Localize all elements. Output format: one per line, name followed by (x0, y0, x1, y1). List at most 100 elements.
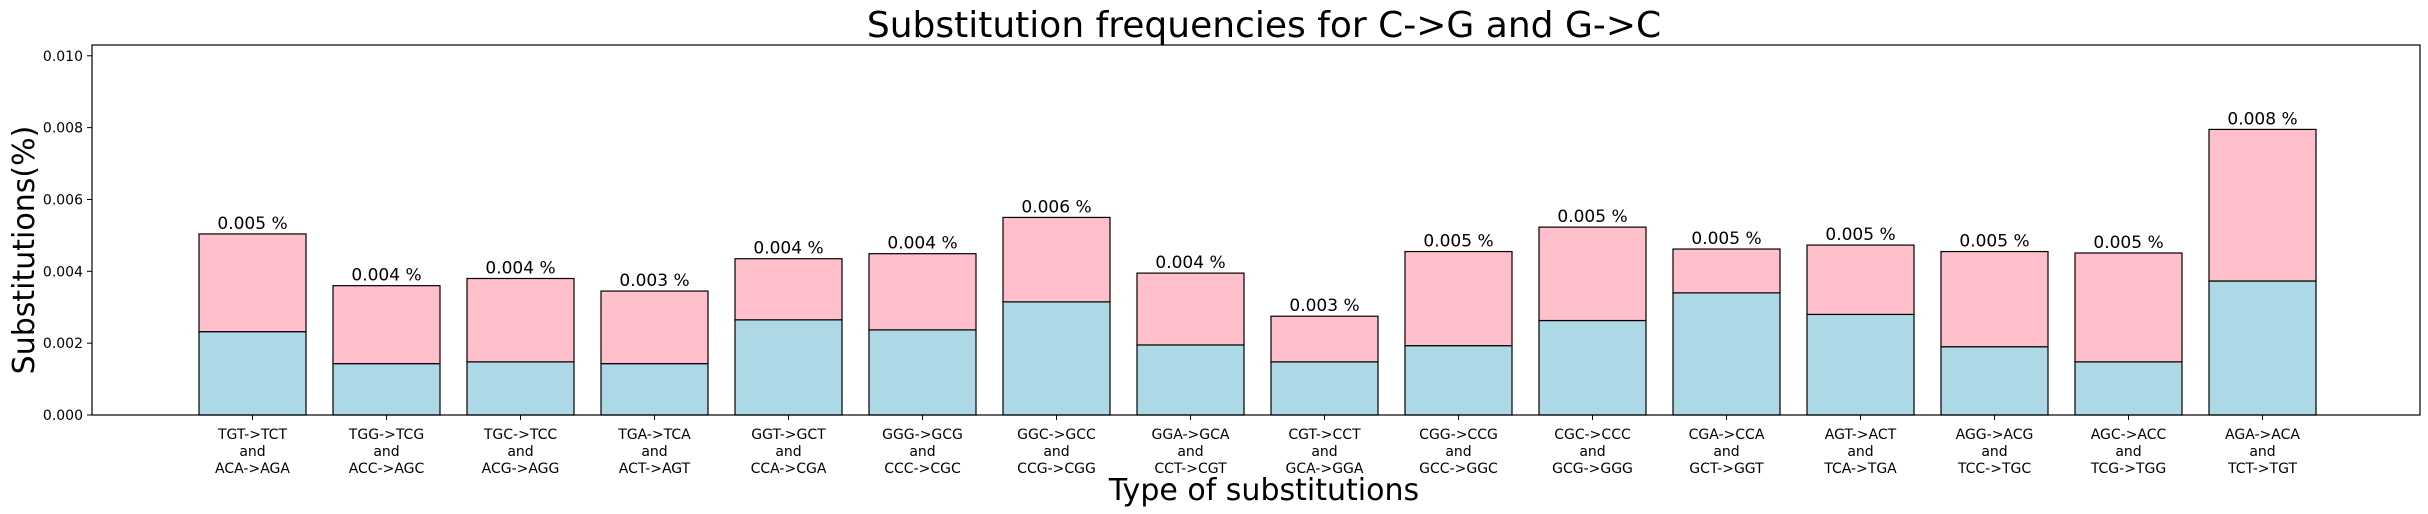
x-tick-labels-group: TGT->TCTandACA->AGATGG->TCGandACC->AGCTG… (215, 415, 2300, 477)
bar-segment-lower (1940, 346, 2049, 416)
bar-value-label: 0.005 % (1557, 207, 1627, 227)
x-tick-label: TGG->TCG (348, 427, 424, 443)
value-labels-group: 0.005 % 0.004 % 0.004 % 0.003 % 0.004 % 0.004… (217, 109, 2297, 316)
x-tick-label: AGT->ACT (1825, 427, 1897, 443)
bar-segment-lower (1136, 344, 1245, 416)
x-tick-label: and (1579, 444, 1605, 460)
x-tick-label: and (1713, 444, 1739, 460)
x-tick-label: and (1043, 444, 1069, 460)
x-tick-label: AGG->ACG (1956, 427, 2034, 443)
bar-segment-upper (332, 285, 441, 365)
bar-value-label: 0.006 % (1021, 197, 1091, 217)
bar-value-label: 0.004 % (887, 234, 957, 254)
x-tick-label: and (1981, 444, 2007, 460)
bar-segment-upper (1404, 250, 1513, 347)
x-tick-label: ACT->AGT (619, 461, 691, 477)
x-tick-label: ACC->AGC (349, 461, 425, 477)
x-tick-label: GGA->GCA (1152, 427, 1230, 443)
bar-value-label: 0.008 % (2227, 109, 2297, 129)
y-tick-label: 0.008 (43, 121, 83, 137)
x-tick-label: TCA->TGA (1823, 461, 1897, 477)
bar-segment-upper (1940, 250, 2049, 348)
bar-segment-lower (2074, 361, 2183, 416)
x-tick-label: ACA->AGA (215, 461, 290, 477)
x-tick-label: and (507, 444, 533, 460)
x-tick-label: AGC->ACC (2091, 427, 2167, 443)
bar-segment-lower (1538, 319, 1647, 416)
x-tick-label: CGG->CCG (1419, 427, 1498, 443)
bar-segment-upper (1002, 216, 1111, 303)
x-tick-label: TCC->TGC (1957, 461, 2031, 477)
x-tick-label: CCG->CGG (1017, 461, 1096, 477)
bar-value-label: 0.005 % (2093, 233, 2163, 253)
bar-segment-lower (1672, 292, 1781, 416)
bar-value-label: 0.004 % (753, 239, 823, 259)
x-axis-label: Type of substitutions (1108, 473, 1419, 508)
x-tick-label: and (239, 444, 265, 460)
bar-value-label: 0.003 % (619, 271, 689, 291)
bar-segment-lower (868, 329, 977, 416)
x-tick-label: and (2249, 444, 2275, 460)
x-tick-label: GCC->GGC (1419, 461, 1498, 477)
bar-segment-upper (1806, 244, 1915, 316)
bar-segment-lower (466, 361, 575, 416)
bar-segment-upper (198, 233, 307, 333)
bar-segment-lower (2208, 280, 2317, 416)
x-tick-label: and (909, 444, 935, 460)
bar-segment-upper (1136, 272, 1245, 346)
x-tick-label: GGT->GCT (751, 427, 826, 443)
bar-value-label: 0.003 % (1289, 296, 1359, 316)
chart-title: Substitution frequencies for C->G and G-… (867, 5, 1661, 46)
x-tick-label: CGT->CCT (1288, 427, 1361, 443)
x-tick-label: CCT->CGT (1154, 461, 1227, 477)
bar-segment-upper (600, 290, 709, 365)
x-tick-label: GCA->GGA (1286, 461, 1364, 477)
x-tick-label: GCG->GGG (1552, 461, 1633, 477)
bar-segment-lower (734, 319, 843, 416)
x-tick-label: and (1445, 444, 1471, 460)
x-tick-label: CCA->CGA (751, 461, 827, 477)
y-tick-label: 0.000 (43, 408, 83, 424)
bar-segment-lower (1806, 313, 1915, 416)
bar-segment-upper (2074, 252, 2183, 363)
bar-value-label: 0.004 % (1155, 253, 1225, 273)
x-tick-label: GGG->GCG (882, 427, 963, 443)
x-tick-label: and (1177, 444, 1203, 460)
bar-segment-upper (868, 253, 977, 331)
x-tick-label: GGC->GCC (1017, 427, 1096, 443)
bar-segment-lower (198, 331, 307, 416)
y-tick-label: 0.004 (43, 264, 83, 280)
x-tick-label: and (1847, 444, 1873, 460)
bar-segment-lower (332, 363, 441, 416)
y-tick-label: 0.010 (43, 49, 83, 65)
y-axis-label: Substitutions(%) (7, 126, 42, 375)
x-tick-label: GCT->GGT (1689, 461, 1764, 477)
bar-value-label: 0.004 % (351, 266, 421, 286)
bar-segment-lower (1002, 301, 1111, 416)
bar-value-label: 0.005 % (1959, 232, 2029, 252)
bar-segment-upper (1672, 248, 1781, 294)
bar-segment-lower (1270, 361, 1379, 416)
bar-segment-upper (2208, 128, 2317, 282)
y-ticks-group: 0.000 0.002 0.004 0.006 0.008 0.010 (43, 49, 92, 424)
bar-value-label: 0.005 % (1691, 229, 1761, 249)
bar-segment-upper (466, 277, 575, 363)
y-tick-label: 0.006 (43, 192, 83, 208)
bar-segment-upper (1270, 315, 1379, 363)
x-tick-label: and (1311, 444, 1337, 460)
bar-segment-lower (600, 363, 709, 416)
x-tick-label: and (373, 444, 399, 460)
bars-group (198, 128, 2317, 416)
bar-segment-upper (734, 258, 843, 321)
plot-area-frame (91, 44, 2421, 416)
x-tick-label: TGT->TCT (217, 427, 287, 443)
x-tick-label: TGC->TCC (483, 427, 557, 443)
x-tick-label: TGA->TCA (617, 427, 691, 443)
bar-segment-upper (1538, 226, 1647, 322)
x-tick-label: TCG->TGG (2090, 461, 2166, 477)
x-tick-label: CGA->CCA (1689, 427, 1765, 443)
x-tick-label: and (2115, 444, 2141, 460)
bar-value-label: 0.005 % (217, 214, 287, 234)
x-tick-label: ACG->AGG (482, 461, 560, 477)
